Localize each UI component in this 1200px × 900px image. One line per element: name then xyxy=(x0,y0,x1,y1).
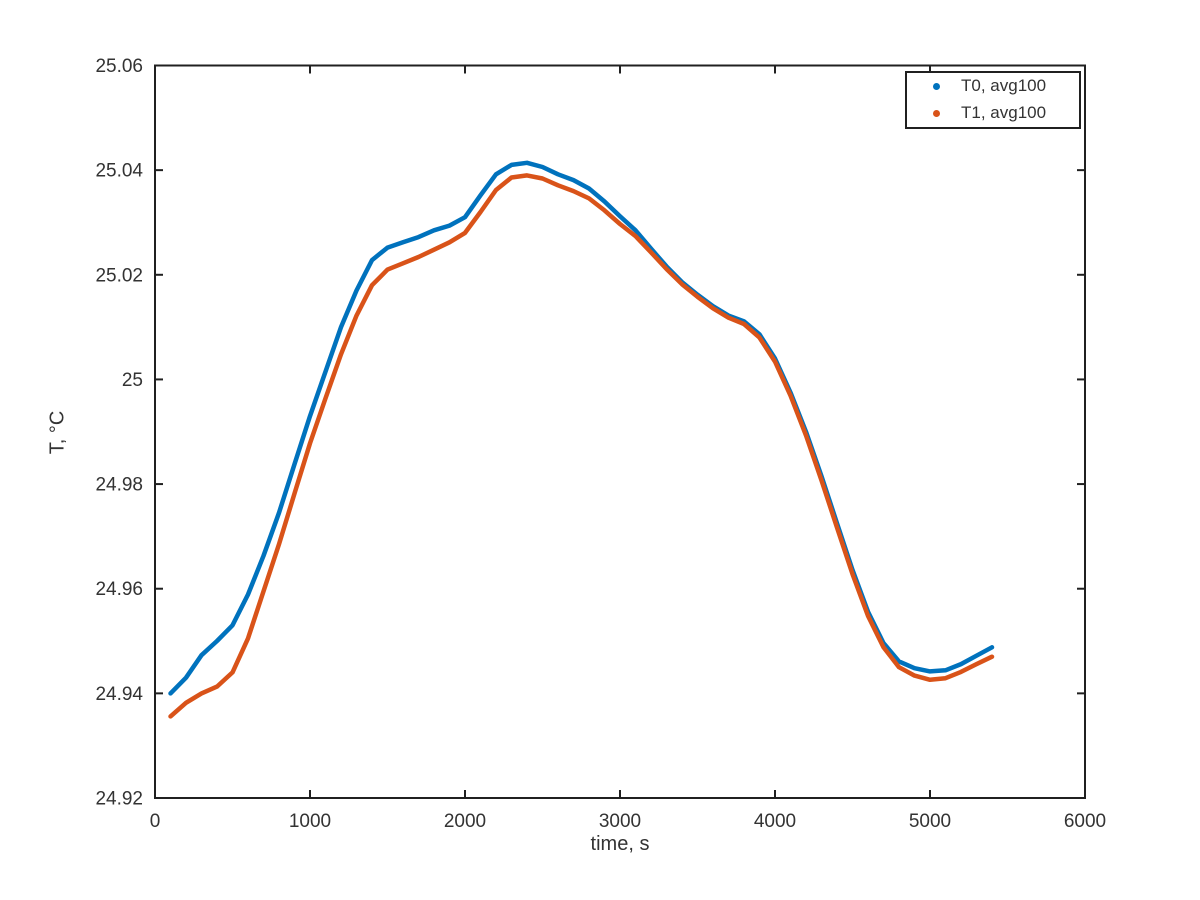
y-tick-label: 25.06 xyxy=(95,56,143,77)
legend-label-t1: T1, avg100 xyxy=(961,103,1047,122)
axes-box xyxy=(154,64,1086,799)
x-axis-label: time, s xyxy=(590,833,650,855)
y-tick-label: 24.98 xyxy=(95,475,143,496)
series-t1-line xyxy=(168,173,995,719)
y-tick-label: 25.04 xyxy=(95,161,143,182)
x-tick-label: 2000 xyxy=(444,811,486,832)
legend-item-t0: T0, avg100 xyxy=(907,73,1079,100)
y-tick-label: 25 xyxy=(122,370,143,391)
legend-label-t0: T0, avg100 xyxy=(961,76,1047,95)
x-tick-label: 5000 xyxy=(909,811,951,832)
x-tick-label: 0 xyxy=(150,811,161,832)
y-tick-label: 25.02 xyxy=(95,265,143,286)
y-tick-label: 24.96 xyxy=(95,579,143,600)
x-tick-label: 4000 xyxy=(754,811,796,832)
y-tick-label: 24.92 xyxy=(95,789,143,810)
y-axis-label: T, °C xyxy=(46,410,69,455)
x-tick-label: 1000 xyxy=(289,811,331,832)
x-tick-label: 3000 xyxy=(599,811,641,832)
x-tick-label: 6000 xyxy=(1064,811,1106,832)
legend: T0, avg100 T1, avg100 xyxy=(905,71,1081,129)
t1-marker-icon xyxy=(933,110,940,117)
legend-item-t1: T1, avg100 xyxy=(907,100,1079,127)
y-tick-label: 24.94 xyxy=(95,684,143,705)
t0-marker-icon xyxy=(933,83,940,90)
